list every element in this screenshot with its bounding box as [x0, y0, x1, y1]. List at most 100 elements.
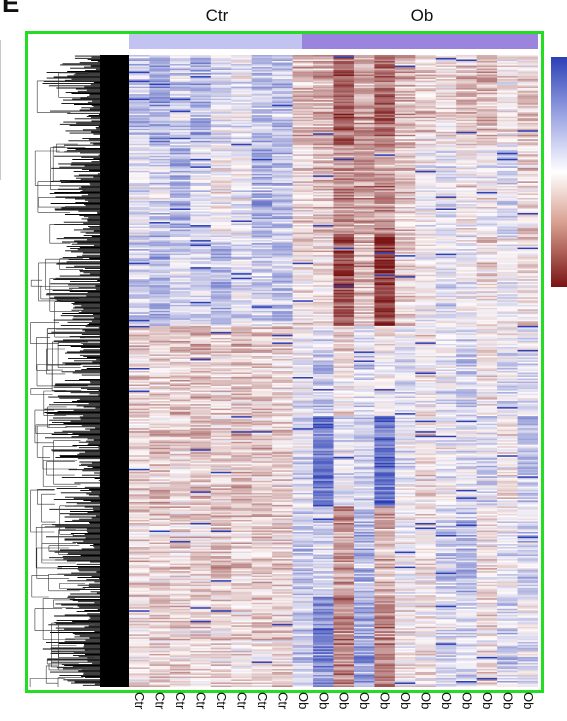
heatmap-cell [435, 313, 457, 316]
heatmap-cell [129, 342, 150, 345]
heatmap-cell [313, 213, 334, 215]
heatmap-cell [497, 226, 518, 229]
heatmap-cell [353, 364, 375, 367]
heatmap-cell [476, 169, 498, 172]
heatmap-cell [435, 337, 457, 340]
heatmap-cell [353, 169, 375, 172]
heatmap-cell [251, 160, 273, 163]
heatmap-cell [497, 294, 518, 297]
heatmap-cell [292, 184, 314, 187]
heatmap-cell [272, 64, 293, 66]
heatmap-cell [272, 297, 293, 300]
heatmap-cell [292, 280, 314, 283]
heatmap-cell [435, 393, 457, 396]
heatmap-cell [353, 70, 375, 72]
heatmap-cell [169, 64, 191, 66]
heatmap-cell [353, 333, 375, 336]
heatmap-cell [313, 301, 334, 304]
heatmap-cell [415, 292, 437, 295]
heatmap-cell [435, 369, 457, 372]
heatmap-cell [374, 361, 396, 364]
heatmap-cell [169, 213, 191, 215]
heatmap-cell [435, 164, 457, 167]
heatmap-cell [333, 167, 355, 170]
heatmap-cell [394, 258, 416, 260]
heatmap-cell [169, 209, 191, 212]
heatmap-cell [292, 243, 314, 245]
heatmap-cell [517, 56, 538, 59]
heatmap-cell [517, 380, 538, 382]
heatmap-cell [190, 337, 212, 340]
heatmap-cell [394, 148, 416, 151]
heatmap-cell [231, 178, 252, 181]
heatmap-cell [149, 133, 171, 136]
heatmap-cell [333, 85, 355, 87]
heatmap-cell [313, 214, 334, 217]
heatmap-cell [292, 380, 314, 382]
heatmap-cell [231, 258, 252, 260]
heatmap-cell [190, 407, 212, 409]
heatmap-cell [251, 85, 273, 87]
heatmap-cell [129, 331, 150, 334]
heatmap-cell [476, 124, 498, 127]
heatmap-cell [169, 196, 191, 199]
heatmap-cell [129, 181, 150, 184]
heatmap-cell [435, 280, 457, 283]
heatmap-cell [251, 405, 273, 408]
heatmap-cell [456, 219, 477, 221]
heatmap-cell [313, 86, 334, 89]
heatmap-cell [169, 67, 191, 69]
heatmap-cell [149, 76, 171, 78]
heatmap-cell [169, 146, 191, 149]
heatmap-cell [435, 348, 457, 351]
heatmap-cell [415, 258, 437, 260]
heatmap-cell [231, 333, 252, 336]
heatmap-cell [292, 140, 314, 143]
heatmap-cell [210, 103, 232, 105]
heatmap-cell [333, 58, 355, 60]
heatmap-cell [353, 262, 375, 265]
heatmap-cell [517, 267, 538, 269]
heatmap-cell [333, 237, 355, 239]
heatmap-cell [353, 58, 375, 60]
heatmap-cell [497, 184, 518, 187]
heatmap-cell [292, 378, 314, 381]
heatmap-cell [394, 232, 416, 235]
heatmap-cell [190, 363, 212, 366]
heatmap-cell [149, 410, 171, 412]
heatmap-cell [313, 255, 334, 257]
heatmap-cell [517, 97, 538, 99]
heatmap-cell [149, 206, 171, 209]
heatmap-cell [476, 354, 498, 357]
heatmap-cell [210, 366, 232, 369]
heatmap-cell [313, 307, 334, 310]
heatmap-cell [374, 178, 396, 181]
heatmap-cell [415, 122, 437, 125]
heatmap-cell [394, 62, 416, 65]
heatmap-cell [149, 333, 171, 336]
heatmap-cell [169, 163, 191, 166]
heatmap-cell [129, 374, 150, 376]
heatmap-cell [497, 393, 518, 396]
heatmap-cell [190, 181, 212, 184]
heatmap-cell [231, 146, 252, 149]
heatmap-cell [231, 250, 252, 253]
heatmap-cell [149, 128, 171, 131]
heatmap-cell [231, 58, 252, 60]
heatmap-cell [374, 133, 396, 136]
heatmap-cell [313, 367, 334, 370]
heatmap-cell [210, 200, 232, 203]
heatmap-cell [251, 336, 273, 339]
heatmap-cell [272, 136, 293, 139]
heatmap-cell [231, 366, 252, 369]
heatmap-cell [456, 122, 477, 125]
heatmap-cell [374, 187, 396, 190]
heatmap-cell [210, 205, 232, 208]
heatmap-cell [292, 193, 314, 196]
heatmap-cell [190, 225, 212, 227]
heatmap-cell [517, 387, 538, 390]
heatmap-cell [292, 288, 314, 291]
heatmap-cell [251, 73, 273, 75]
heatmap-cell [394, 408, 416, 411]
heatmap-cell [435, 61, 457, 63]
